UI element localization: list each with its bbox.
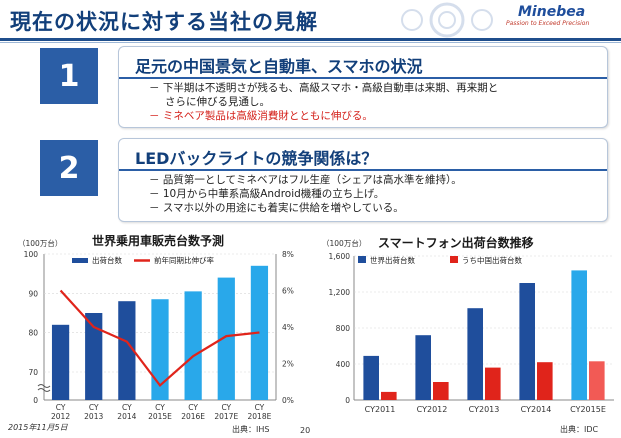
phone-legend-world: 世界出荷台数 bbox=[370, 255, 415, 265]
point-1-heading-rule bbox=[119, 77, 607, 79]
point-1-heading: 足元の中国景気と自動車、スマホの状況 bbox=[135, 57, 423, 76]
car-x-tick-label: CY bbox=[255, 403, 265, 412]
phone-bar-china bbox=[433, 382, 449, 400]
point-2-number: 2 bbox=[40, 140, 98, 196]
point-2-heading-rule bbox=[119, 169, 607, 171]
phone-x-tick-label: CY2012 bbox=[417, 405, 448, 414]
phone-y-tick: 1,600 bbox=[329, 252, 351, 261]
car-right-tick: 4% bbox=[282, 323, 294, 332]
phone-legend-swatch-china bbox=[450, 256, 458, 263]
phone-x-tick-label: CY2015E bbox=[570, 405, 606, 414]
car-bar bbox=[51, 324, 70, 400]
phone-y-tick: 1,200 bbox=[329, 288, 351, 297]
phone-x-tick-label: CY2013 bbox=[469, 405, 500, 414]
car-left-tick: 80 bbox=[28, 329, 38, 338]
car-sales-chart: 07080901000%2%4%6%8%CY2012CY2013CY2014CY… bbox=[24, 250, 294, 421]
gear-watermark-icon bbox=[401, 2, 493, 38]
phone-legend-swatch-world bbox=[358, 256, 366, 263]
car-legend-bars: 出荷台数 bbox=[92, 255, 122, 265]
car-x-tick-label: CY bbox=[122, 403, 132, 412]
car-right-tick: 6% bbox=[282, 287, 294, 296]
title-divider bbox=[0, 38, 621, 41]
phone-bar-world bbox=[519, 283, 535, 400]
car-bar bbox=[118, 301, 136, 400]
brand-logo: Minebea bbox=[518, 4, 586, 20]
phone-chart-source: 出典：IDC bbox=[560, 425, 599, 434]
car-bar bbox=[184, 291, 202, 400]
car-x-tick-label: CY bbox=[89, 403, 99, 412]
point-2-card: LEDバックライトの競争関係は？ － 品質第一としてミネベアはフル生産（シェアは… bbox=[118, 138, 608, 222]
car-bar bbox=[217, 277, 235, 400]
title-divider-thin bbox=[0, 42, 621, 43]
car-x-tick-label: CY bbox=[188, 403, 198, 412]
phone-chart-title: スマートフォン出荷台数推移 bbox=[378, 236, 534, 250]
car-right-tick: 0% bbox=[282, 396, 294, 405]
car-left-tick: 90 bbox=[28, 289, 38, 298]
phone-bar-world bbox=[467, 308, 483, 400]
car-x-tick-label: 2017E bbox=[214, 412, 238, 421]
phone-y-tick: 0 bbox=[345, 396, 350, 405]
phone-y-tick: 400 bbox=[336, 360, 351, 369]
car-x-tick-label: 2013 bbox=[84, 412, 103, 421]
car-growth-line bbox=[59, 289, 260, 388]
phone-bar-china bbox=[381, 391, 397, 400]
car-legend-line: 前年同期比伸び率 bbox=[154, 255, 214, 265]
phone-bar-world bbox=[415, 335, 431, 400]
phone-bar-world bbox=[571, 270, 587, 400]
point-1-bullet-2: － ミネベア製品は高級消費財とともに伸びる。 bbox=[149, 110, 373, 122]
phone-chart-unit: （100万台） bbox=[322, 239, 367, 248]
car-chart-title: 世界乗用車販売台数予測 bbox=[92, 234, 225, 248]
phone-bar-china bbox=[485, 367, 501, 400]
car-bar bbox=[151, 299, 169, 400]
car-bar bbox=[85, 313, 103, 400]
car-chart-source: 出典：IHS bbox=[232, 425, 270, 434]
car-x-tick-label: 2012 bbox=[51, 412, 70, 421]
phone-legend-china: うち中国出荷台数 bbox=[462, 255, 522, 265]
point-1-bullet-1-cont: さらに伸びる見通し。 bbox=[165, 96, 270, 108]
car-x-tick-label: CY bbox=[155, 403, 165, 412]
car-x-tick-label: 2014 bbox=[117, 412, 136, 421]
car-left-tick: 100 bbox=[24, 250, 39, 259]
point-1-bullet-1: － 下半期は不透明さが残るも、高級スマホ・高級自動車は来期、再来期と bbox=[149, 82, 499, 94]
phone-bar-world bbox=[363, 355, 379, 400]
car-axis-break-icon bbox=[37, 388, 51, 392]
point-2-bullet-3: － スマホ以外の用途にも着実に供給を増やしている。 bbox=[149, 202, 404, 214]
page-title: 現在の状況に対する当社の見解 bbox=[10, 10, 318, 34]
car-x-tick-label: 2018E bbox=[248, 412, 272, 421]
smartphone-shipments-chart: 0 400 800 1,200 1,600 CY2011 CY2012 CY2013 CY201… bbox=[329, 252, 614, 414]
phone-x-tick-label: CY2014 bbox=[521, 405, 552, 414]
car-chart-unit: （100万台） bbox=[18, 239, 63, 248]
car-left-tick: 70 bbox=[28, 368, 38, 377]
phone-x-tick-label: CY2011 bbox=[365, 405, 396, 414]
car-x-tick-label: CY bbox=[56, 403, 66, 412]
car-x-tick-label: 2015E bbox=[148, 412, 172, 421]
car-x-tick-label: CY bbox=[221, 403, 231, 412]
phone-y-tick: 800 bbox=[336, 324, 351, 333]
car-right-tick: 2% bbox=[282, 360, 294, 369]
car-x-tick-label: 2016E bbox=[181, 412, 205, 421]
point-2-bullet-1: － 品質第一としてミネベアはフル生産（シェアは高水準を維持）。 bbox=[149, 174, 462, 186]
phone-bar-china bbox=[589, 361, 605, 400]
brand-tagline: Passion to Exceed Precision bbox=[506, 20, 590, 27]
car-right-tick: 8% bbox=[282, 250, 294, 259]
point-2-bullet-2: － 10月から中華系高級Android機種の立ち上げ。 bbox=[149, 188, 385, 200]
phone-bar-china bbox=[537, 362, 553, 400]
point-2-heading: LEDバックライトの競争関係は？ bbox=[135, 149, 378, 168]
page-number: 20 bbox=[300, 426, 311, 435]
footer-date: 2015年11月5日 bbox=[8, 423, 68, 432]
car-axis-break-icon bbox=[37, 384, 51, 388]
car-left-tick: 0 bbox=[33, 396, 38, 405]
car-legend-swatch-bars bbox=[72, 258, 88, 263]
point-1-card: 足元の中国景気と自動車、スマホの状況 － 下半期は不透明さが残るも、高級スマホ・… bbox=[118, 46, 608, 128]
point-1-number: 1 bbox=[40, 48, 98, 104]
